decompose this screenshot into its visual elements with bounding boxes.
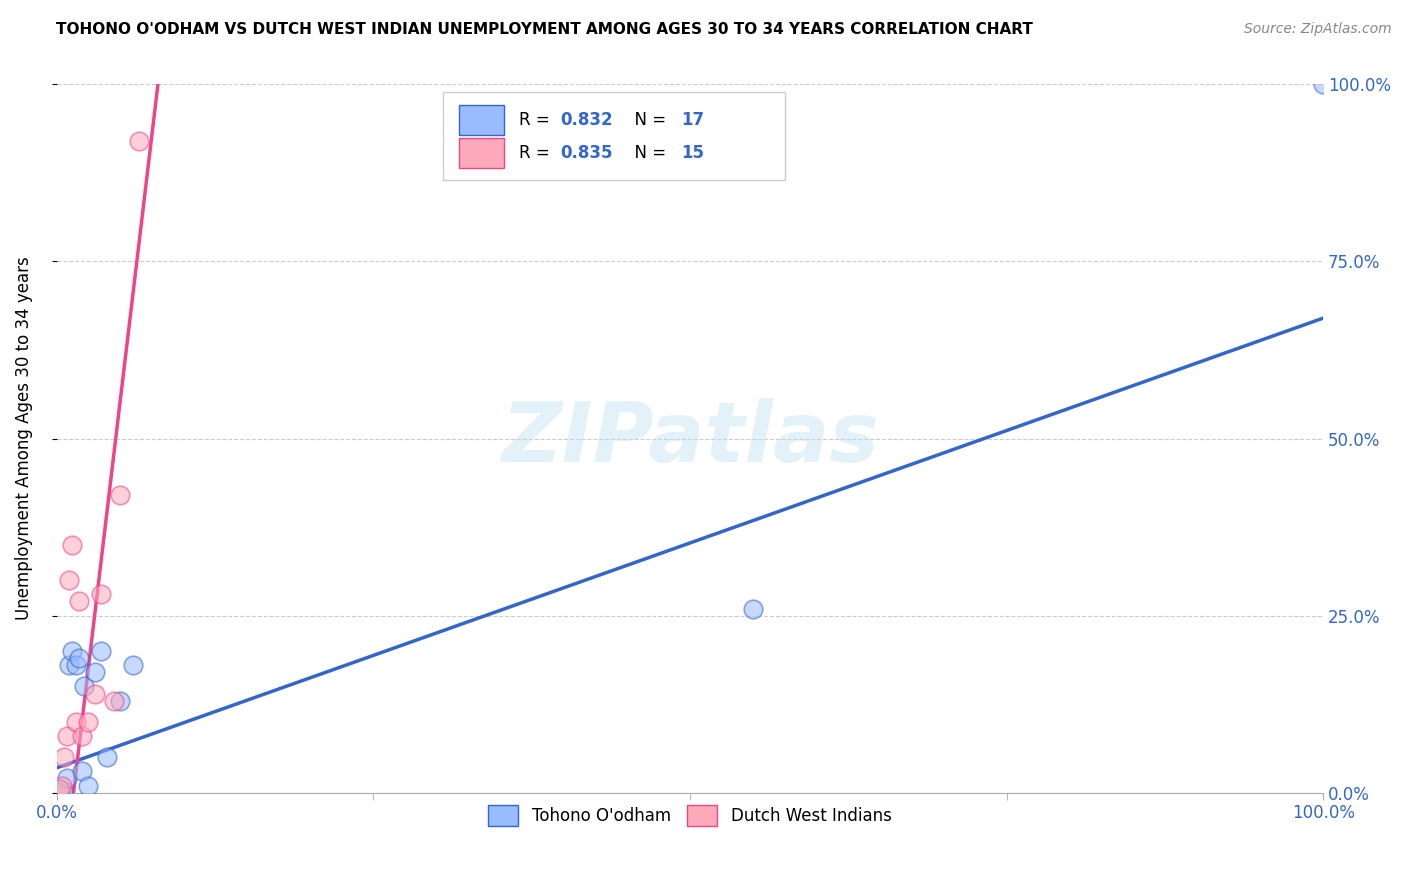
Point [70,764,93,779]
Point [52,783,75,797]
Point [55,772,77,786]
Point [65,658,87,673]
Point [60,538,83,552]
Point [48,782,70,797]
Text: 17: 17 [681,111,704,128]
FancyBboxPatch shape [443,92,785,180]
Point [67,594,90,608]
Text: Source: ZipAtlas.com: Source: ZipAtlas.com [1244,22,1392,37]
Point [96,750,118,764]
Y-axis label: Unemployment Among Ages 30 to 34 years: Unemployment Among Ages 30 to 34 years [15,257,32,621]
Point [51,779,73,793]
Point [108,693,131,707]
Point [742,601,765,615]
Text: 0.832: 0.832 [561,111,613,128]
Point [77,714,100,729]
Point [58,658,80,673]
Point [90,587,112,601]
Point [77,779,100,793]
Point [58,573,80,587]
Point [53,750,76,764]
Point [83,665,105,680]
FancyBboxPatch shape [460,138,503,168]
Point [55,729,77,743]
Point [90,644,112,658]
Point [128,134,150,148]
Point [67,651,90,665]
Legend: Tohono O'odham, Dutch West Indians: Tohono O'odham, Dutch West Indians [479,797,900,834]
Point [60,644,83,658]
Point [49,782,72,797]
Point [65,714,87,729]
Point [121,658,143,673]
Text: N =: N = [624,145,672,162]
Point [83,686,105,700]
FancyBboxPatch shape [460,105,503,135]
Text: N =: N = [624,111,672,128]
Text: R =: R = [519,111,555,128]
Point [103,693,125,707]
Text: R =: R = [519,145,555,162]
Text: 15: 15 [681,145,704,162]
Text: TOHONO O'ODHAM VS DUTCH WEST INDIAN UNEMPLOYMENT AMONG AGES 30 TO 34 YEARS CORRE: TOHONO O'ODHAM VS DUTCH WEST INDIAN UNEM… [56,22,1033,37]
Point [73,680,96,694]
Point [108,488,131,502]
Text: 0.835: 0.835 [561,145,613,162]
Text: ZIPatlas: ZIPatlas [501,398,879,479]
Point [70,729,93,743]
Point [1312,78,1334,92]
